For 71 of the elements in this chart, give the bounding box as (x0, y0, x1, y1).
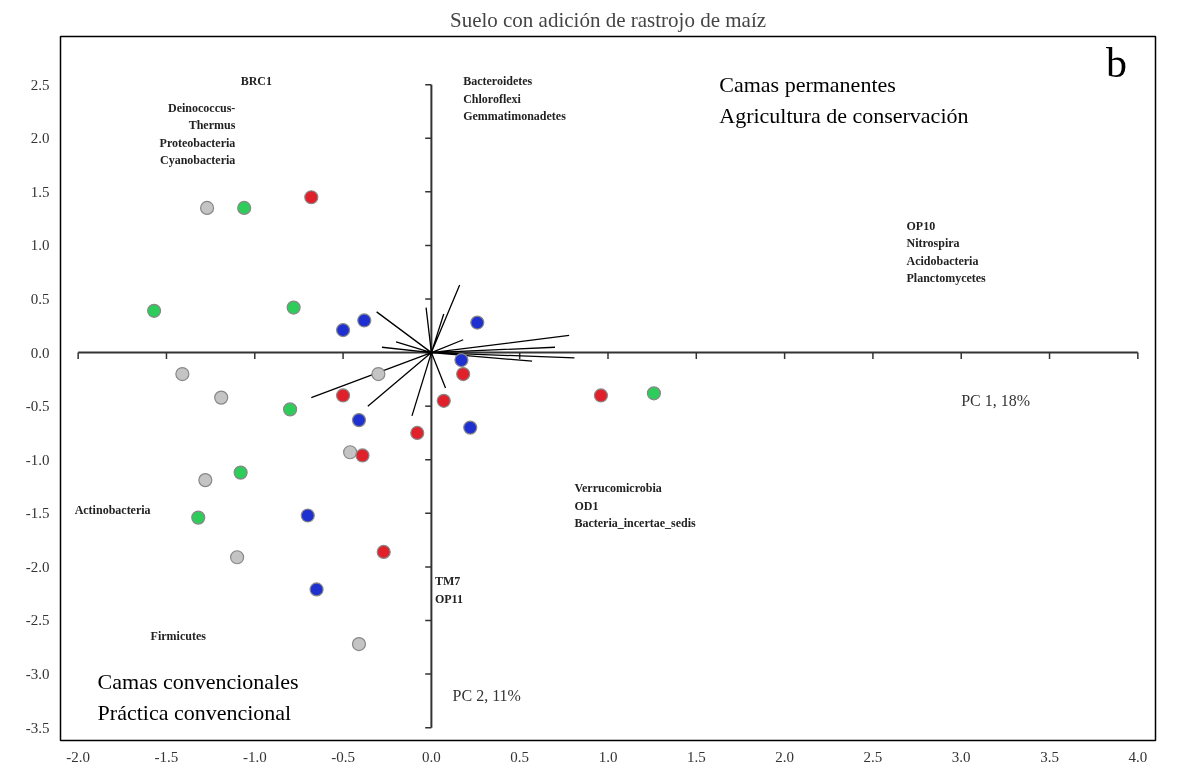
point (646, 386, 662, 401)
annotation: Camas convencionales Práctica convencional (97, 668, 299, 725)
x-tick-label: 0.5 (510, 748, 530, 765)
point (436, 393, 451, 408)
chart-title: Suelo con adición de rastrojo de maíz (449, 7, 767, 32)
point (300, 508, 315, 523)
point (355, 448, 370, 463)
x-axis-title: PC 1, 18% (961, 392, 1031, 410)
point (343, 445, 358, 460)
x-tick-label: -1.5 (154, 748, 179, 765)
point (283, 402, 298, 417)
x-tick-label: 3.0 (951, 748, 971, 765)
point (357, 313, 372, 328)
point (147, 303, 162, 318)
x-tick-label: 3.5 (1040, 748, 1059, 765)
point (335, 323, 351, 338)
x-tick-label: -1.0 (242, 748, 267, 765)
x-tick-label: 1.0 (598, 748, 618, 765)
y-tick-label: -3.5 (25, 719, 50, 736)
y-tick-label: 0.5 (30, 291, 50, 308)
point (309, 582, 324, 597)
y-tick-label: 1.0 (30, 237, 50, 254)
point (593, 388, 609, 403)
point (410, 425, 425, 441)
y-tick-label: -1.0 (25, 451, 50, 468)
point (454, 353, 469, 368)
y-tick-label: -3.0 (25, 666, 50, 683)
annotation: Camas permanentes Agricultura de conservación (719, 71, 969, 129)
annotation: b (1106, 39, 1128, 86)
point (463, 420, 478, 435)
annotation: Deinococcus- Thermus Proteobacteria Cyanobacteria (159, 100, 236, 168)
point (286, 300, 301, 315)
point (175, 366, 190, 382)
point (304, 190, 319, 205)
point (191, 510, 206, 525)
y-tick-label: -0.5 (25, 398, 50, 415)
x-tick-label: 4.0 (1128, 748, 1148, 765)
point (456, 366, 471, 382)
point (230, 550, 245, 565)
point (335, 388, 351, 403)
y-tick-label: -2.5 (25, 612, 50, 629)
x-tick-label: 2.0 (775, 748, 794, 765)
point (351, 636, 367, 652)
y-tick-label: -2.0 (25, 558, 50, 575)
x-tick-label: -0.5 (331, 748, 355, 765)
y-axis-title: PC 2, 11% (452, 687, 521, 704)
x-tick-label: -2.0 (66, 748, 91, 765)
point (237, 200, 252, 216)
annotation: OP10 Nitrospira Acidobacteria Planctomycetes (906, 218, 987, 286)
y-tick-label: 1.5 (30, 183, 50, 200)
y-tick-label: 2.5 (30, 76, 50, 93)
y-tick-label: 2.0 (30, 130, 50, 147)
point (470, 315, 485, 330)
x-tick-label: 1.5 (686, 748, 706, 765)
x-tick-label: 0.0 (422, 748, 441, 765)
annotation: Verrucomicrobia OD1 Bacteria_incertae_sedis (574, 481, 697, 531)
annotation: Firmicutes (150, 629, 207, 644)
annotation: Actinobacteria (74, 502, 151, 517)
point (351, 413, 367, 428)
point (214, 390, 229, 405)
point (376, 544, 391, 559)
x-tick-label: 2.5 (863, 748, 883, 765)
point (233, 465, 248, 480)
point (199, 200, 215, 216)
annotation: TM7 OP11 (434, 574, 463, 606)
point (198, 473, 213, 488)
y-tick-label: -1.5 (25, 505, 50, 522)
annotation: Bacteroidetes Chloroflexi Gemmatimonadetes (463, 74, 567, 123)
point (371, 366, 386, 382)
y-tick-label: 0.0 (30, 344, 50, 361)
annotation: BRC1 (240, 74, 272, 88)
